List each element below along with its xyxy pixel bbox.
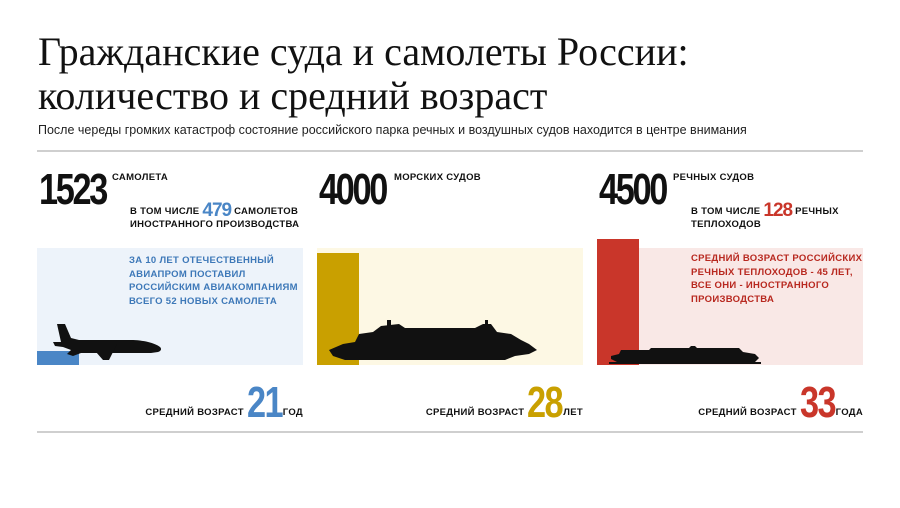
aircraft-age-value: 21: [246, 378, 284, 427]
cruise-ship-icon: [329, 320, 537, 360]
river-bar: [597, 239, 639, 365]
river-unit: РЕЧНЫХ СУДОВ: [673, 172, 755, 183]
sea-age-label: СРЕДНИЙ ВОЗРАСТ: [425, 407, 525, 418]
aircraft-panel-note: ЗА 10 ЛЕТ ОТЕЧЕСТВЕННЫЙ АВИАПРОМ ПОСТАВИ…: [129, 254, 298, 308]
river-boat-icon: [609, 346, 761, 364]
river-age-label: СРЕДНИЙ ВОЗРАСТ: [698, 407, 797, 418]
sea-age: СРЕДНИЙ ВОЗРАСТ 28 ЛЕТ: [425, 374, 583, 427]
river-age: СРЕДНИЙ ВОЗРАСТ 33 ГОДА: [698, 374, 863, 427]
aircraft-incl-suffix: САМОЛЕТОВ: [234, 206, 299, 217]
aircraft-note-line-3: РОССИЙСКИМ АВИАКОМПАНИЯМ: [129, 282, 298, 293]
river-count: 4500: [599, 165, 668, 214]
river-age-suffix: ГОДА: [835, 407, 863, 418]
aircraft-note-line-4: ВСЕГО 52 НОВЫХ САМОЛЕТА: [129, 295, 278, 307]
sea-age-suffix: ЛЕТ: [563, 407, 583, 418]
page-title: Гражданские суда и самолеты России: коли…: [38, 29, 689, 118]
river-panel: [597, 248, 863, 365]
river-foreign-count: 128: [763, 200, 793, 221]
river-note-line-1: СРЕДНИЙ ВОЗРАСТ РОССИЙСКИХ: [691, 253, 863, 264]
page-subtitle: После череды громких катастроф состояние…: [38, 123, 747, 137]
sea-unit: МОРСКИХ СУДОВ: [394, 172, 481, 183]
river-column: 4500 РЕЧНЫХ СУДОВ В ТОМ ЧИСЛЕ 128 РЕЧНЫХ…: [597, 154, 863, 430]
aircraft-foreign-note: В ТОМ ЧИСЛЕ 479 САМОЛЕТОВ ИНОСТРАННОГО П…: [130, 201, 300, 231]
aircraft-unit: САМОЛЕТА: [112, 172, 169, 183]
airplane-icon: [53, 324, 162, 360]
river-note-line-3: ВСЕ ОНИ - ИНОСТРАННОГО: [691, 280, 830, 291]
aircraft-note-line-1: ЗА 10 ЛЕТ ОТЕЧЕСТВЕННЫЙ: [129, 255, 275, 266]
bottom-divider: [37, 431, 863, 433]
aircraft-age-label: СРЕДНИЙ ВОЗРАСТ: [145, 407, 244, 418]
sea-column: 4000 МОРСКИХ СУДОВ СРЕДНИЙ ВОЗРАСТ 28 ЛЕ…: [317, 154, 583, 430]
aircraft-note-line-2: АВИАПРОМ ПОСТАВИЛ: [129, 268, 246, 280]
river-incl-suffix: РЕЧНЫХ: [795, 206, 839, 217]
river-note-line-2: РЕЧНЫХ ТЕПЛОХОДОВ - 45 ЛЕТ,: [691, 266, 853, 278]
river-incl-prefix: В ТОМ ЧИСЛЕ: [691, 206, 761, 217]
aircraft-incl-prefix: В ТОМ ЧИСЛЕ: [130, 206, 200, 217]
aircraft-foreign-count: 479: [202, 200, 232, 221]
aircraft-age-suffix: ГОД: [282, 407, 303, 418]
aircraft-incl-line2: ИНОСТРАННОГО ПРОИЗВОДСТВА: [130, 219, 300, 230]
aircraft-count: 1523: [39, 165, 108, 214]
sea-count: 4000: [319, 165, 388, 214]
river-panel-note: СРЕДНИЙ ВОЗРАСТ РОССИЙСКИХ РЕЧНЫХ ТЕПЛОХ…: [691, 252, 862, 306]
river-incl-line2: ТЕПЛОХОДОВ: [691, 219, 762, 230]
aircraft-column: 1523 САМОЛЕТА В ТОМ ЧИСЛЕ 479 САМОЛЕТОВ …: [37, 154, 303, 430]
sea-age-value: 28: [527, 378, 564, 427]
river-foreign-note: В ТОМ ЧИСЛЕ 128 РЕЧНЫХ ТЕПЛОХОДОВ: [691, 201, 839, 231]
aircraft-age: СРЕДНИЙ ВОЗРАСТ 21 ГОД: [145, 374, 303, 427]
river-age-value: 33: [799, 378, 837, 427]
river-note-line-4: ПРОИЗВОДСТВА: [691, 293, 775, 305]
top-divider: [37, 150, 863, 152]
